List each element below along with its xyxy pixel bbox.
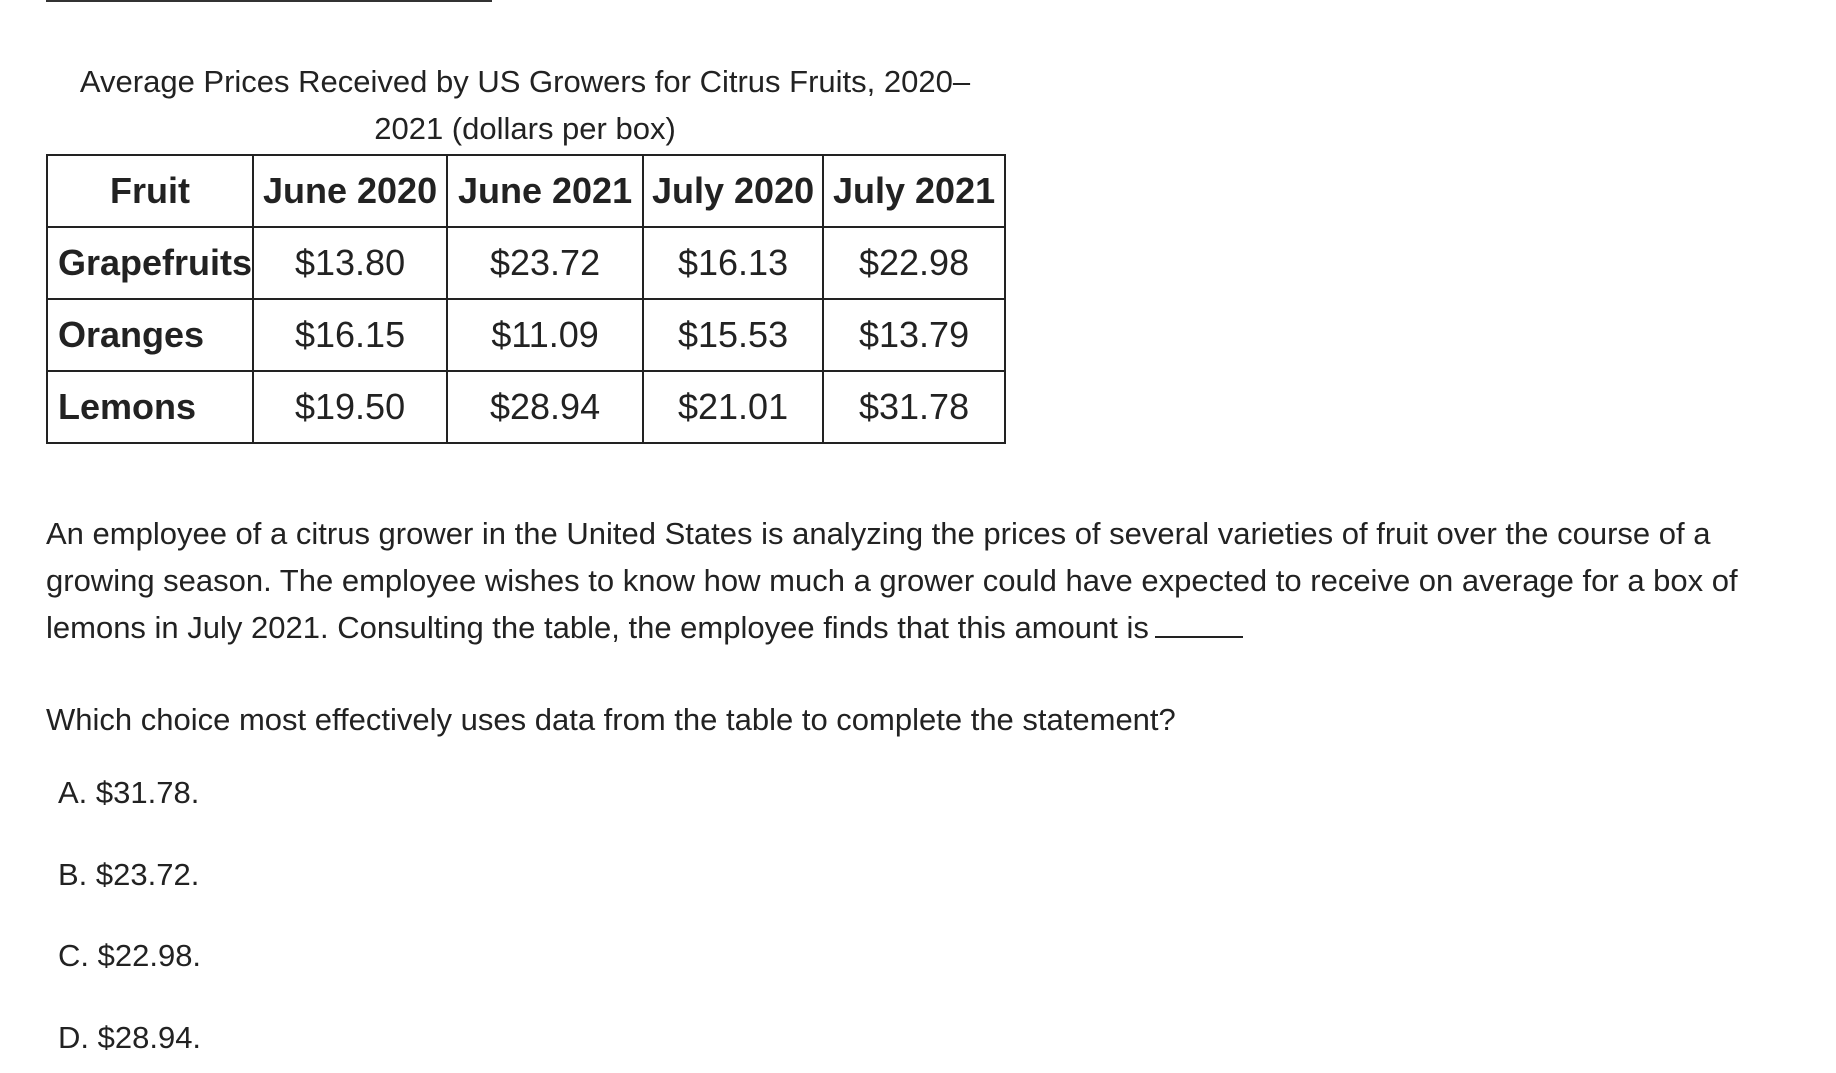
passage-text: An employee of a citrus grower in the Un…: [46, 510, 1806, 651]
answer-choice-d[interactable]: D. $28.94.: [58, 1020, 202, 1055]
citrus-price-table: Fruit June 2020 June 2021 July 2020 July…: [45, 154, 1007, 444]
price-cell: $21.01: [642, 370, 825, 444]
table-row-oranges: Oranges $16.15 $11.09 $15.53 $13.79: [45, 298, 1007, 372]
table-caption-line-2: 2021 (dollars per box): [374, 111, 676, 146]
price-cell: $22.98: [822, 226, 1007, 300]
question-prompt: Which choice most effectively uses data …: [46, 702, 1176, 737]
answer-choice-c[interactable]: C. $22.98.: [58, 938, 202, 973]
price-cell: $19.50: [252, 370, 449, 444]
answer-choice-b[interactable]: B. $23.72.: [58, 857, 200, 892]
table-header-row: Fruit June 2020 June 2021 July 2020 July…: [45, 154, 1007, 228]
price-cell: $28.94: [446, 370, 645, 444]
header-june-2021: June 2021: [446, 154, 645, 228]
answer-choice-a[interactable]: A. $31.78.: [58, 775, 200, 810]
header-fruit: Fruit: [45, 154, 255, 228]
header-july-2020: July 2020: [642, 154, 825, 228]
header-july-2021: July 2021: [822, 154, 1007, 228]
price-cell: $15.53: [642, 298, 825, 372]
table-caption: Average Prices Received by US Growers fo…: [46, 58, 1004, 152]
price-cell: $31.78: [822, 370, 1007, 444]
table-caption-line-1: Average Prices Received by US Growers fo…: [79, 64, 971, 99]
passage-body: An employee of a citrus grower in the Un…: [46, 516, 1738, 645]
header-june-2020: June 2020: [252, 154, 449, 228]
fruit-name-cell: Grapefruits: [45, 226, 255, 300]
price-cell: $23.72: [446, 226, 645, 300]
price-cell: $16.15: [252, 298, 449, 372]
price-cell: $13.79: [822, 298, 1007, 372]
price-cell: $13.80: [252, 226, 449, 300]
top-divider: [46, 0, 492, 2]
answer-blank: [1154, 614, 1243, 638]
table-row-grapefruits: Grapefruits $13.80 $23.72 $16.13 $22.98: [45, 226, 1007, 300]
table-row-lemons: Lemons $19.50 $28.94 $21.01 $31.78: [45, 370, 1007, 444]
fruit-name-cell: Lemons: [45, 370, 255, 444]
fruit-name-cell: Oranges: [45, 298, 255, 372]
price-cell: $16.13: [642, 226, 825, 300]
price-cell: $11.09: [446, 298, 645, 372]
